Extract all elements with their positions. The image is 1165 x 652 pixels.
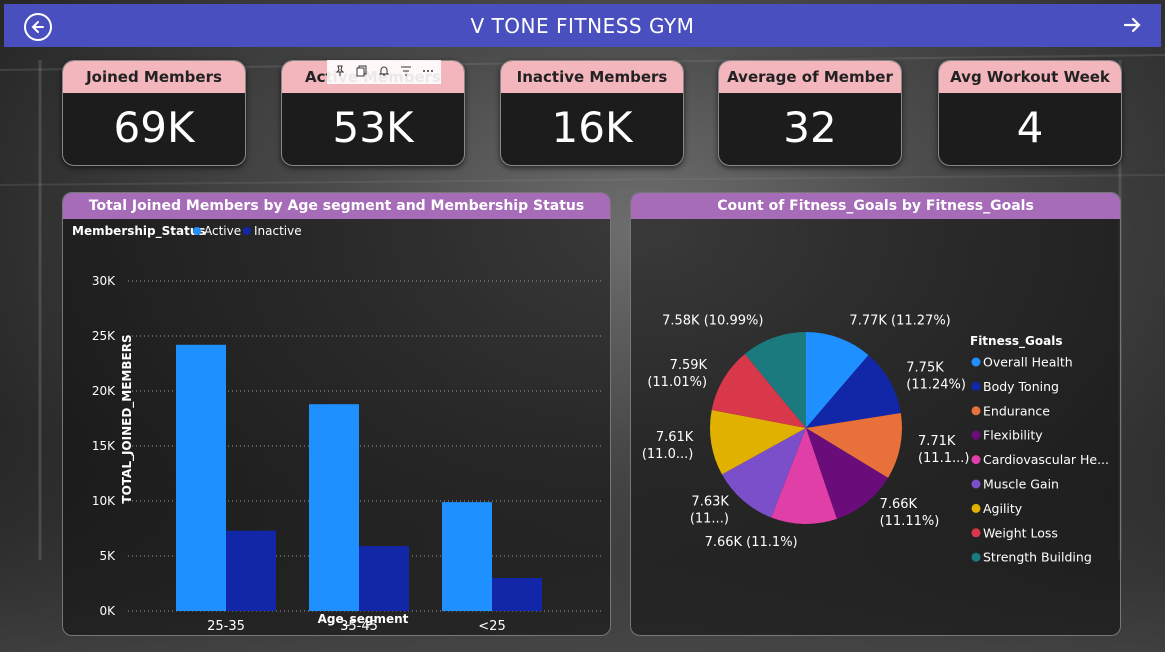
- pie-data-label: 7.66K: [880, 497, 918, 512]
- pie-data-label: 7.61K: [656, 430, 694, 445]
- pie-data-label: 7.59K: [670, 358, 708, 373]
- kpi-label: Avg Workout Week: [939, 61, 1121, 93]
- pie-data-label: 7.66K (11.1%): [705, 535, 798, 550]
- legend-marker: [971, 479, 981, 489]
- page-title: V TONE FITNESS GYM: [470, 13, 695, 38]
- arrow-right-icon: [1123, 17, 1141, 33]
- arrow-left-icon: [31, 21, 44, 33]
- y-tick-label: 0K: [99, 604, 116, 618]
- pie-slice-cardiovascular-he-[interactable]: [771, 428, 837, 524]
- pie-slice-agility[interactable]: [710, 410, 806, 475]
- bar-active-25-35[interactable]: [176, 344, 226, 611]
- pie-data-label: 7.63K: [691, 494, 729, 509]
- legend-marker: [971, 430, 981, 440]
- bell-icon[interactable]: [374, 61, 394, 81]
- kpi-card-average-member[interactable]: Average of Member 32: [718, 60, 902, 166]
- kpi-value: 69K: [113, 103, 195, 152]
- legend-item[interactable]: Overall Health: [983, 355, 1073, 370]
- legend-item[interactable]: Agility: [983, 501, 1023, 516]
- legend-item[interactable]: Muscle Gain: [983, 477, 1059, 492]
- legend-marker: [971, 455, 981, 465]
- copy-icon[interactable]: [352, 61, 372, 81]
- pie-data-label: 7.71K: [918, 434, 956, 449]
- kpi-label: Joined Members: [63, 61, 245, 93]
- kpi-value: 32: [783, 103, 837, 152]
- bar-legend-title: Membership_Status: [72, 224, 206, 239]
- bar-inactive-25-35[interactable]: [226, 530, 276, 611]
- y-tick-label: 5K: [99, 549, 116, 563]
- bar-chart: Membership_Status Active Inactive 0K 5K 10…: [72, 224, 603, 634]
- bar-active-<25[interactable]: [442, 502, 492, 611]
- y-tick-label: 30K: [92, 274, 116, 288]
- y-axis-title: TOTAL_JOINED_MEMBERS: [120, 334, 135, 503]
- kpi-value: 53K: [332, 103, 414, 152]
- kpi-card-inactive-members[interactable]: Inactive Members 16K: [500, 60, 684, 166]
- pie-data-label: 7.75K: [906, 360, 944, 375]
- y-tick-label: 20K: [92, 384, 116, 398]
- legend-item[interactable]: Endurance: [983, 403, 1050, 418]
- next-button[interactable]: [1117, 10, 1147, 40]
- bar-active-35-45[interactable]: [309, 404, 359, 611]
- bar-chart-title: Total Joined Members by Age segment and …: [63, 193, 610, 219]
- pie-slice-weight-loss[interactable]: [711, 353, 806, 428]
- legend-marker-active: [193, 227, 201, 235]
- pie-slice-body-toning[interactable]: [806, 355, 901, 428]
- legend-item[interactable]: Weight Loss: [983, 525, 1058, 540]
- y-tick-label: 15K: [92, 439, 116, 453]
- kpi-value: 16K: [551, 103, 633, 152]
- pie-slice-flexibility[interactable]: [806, 428, 889, 519]
- legend-item[interactable]: Flexibility: [983, 428, 1043, 443]
- pie-data-label: (11.24%): [906, 377, 966, 392]
- legend-marker: [971, 381, 981, 391]
- more-options-icon[interactable]: [418, 61, 438, 81]
- pie-chart-title: Count of Fitness_Goals by Fitness_Goals: [631, 193, 1120, 219]
- legend-label-inactive[interactable]: Inactive: [254, 224, 302, 238]
- visual-toolbar: [327, 60, 441, 84]
- bar-chart-panel[interactable]: Total Joined Members by Age segment and …: [62, 192, 611, 636]
- filter-icon[interactable]: [396, 61, 416, 81]
- legend-marker: [971, 552, 981, 562]
- kpi-card-joined-members[interactable]: Joined Members 69K: [62, 60, 246, 166]
- pie-slice-overall-health[interactable]: [806, 332, 869, 428]
- pie-chart-panel[interactable]: Count of Fitness_Goals by Fitness_Goals …: [630, 192, 1121, 636]
- kpi-value: 4: [1016, 103, 1044, 152]
- legend-item[interactable]: Strength Building: [983, 550, 1092, 565]
- pin-icon[interactable]: [330, 61, 350, 81]
- x-tick-label: <25: [478, 619, 505, 633]
- legend-marker: [971, 503, 981, 513]
- legend-label-active[interactable]: Active: [204, 224, 241, 238]
- legend-marker: [971, 406, 981, 416]
- pie-data-label: (11.0...): [642, 447, 694, 462]
- header-bar: V TONE FITNESS GYM: [4, 4, 1161, 47]
- pie-slice-muscle-gain[interactable]: [721, 428, 806, 518]
- pie-data-label: 7.77K (11.27%): [849, 314, 950, 329]
- x-tick-label: 35-45: [340, 619, 378, 633]
- legend-marker-inactive: [243, 227, 251, 235]
- pie-data-label: (11.1...): [918, 451, 970, 466]
- legend-marker: [971, 357, 981, 367]
- x-tick-label: 25-35: [207, 619, 245, 633]
- legend-item[interactable]: Body Toning: [983, 379, 1059, 394]
- pie-slice-endurance[interactable]: [806, 413, 902, 478]
- x-axis-title: Age_segment: [318, 612, 409, 627]
- kpi-label: Average of Member: [719, 61, 901, 93]
- y-tick-label: 10K: [92, 494, 116, 508]
- legend-marker: [971, 528, 981, 538]
- pie-data-label: (11...): [690, 511, 729, 526]
- y-tick-label: 25K: [92, 329, 116, 343]
- bar-inactive-35-45[interactable]: [359, 546, 409, 611]
- kpi-card-avg-workout-week[interactable]: Avg Workout Week 4: [938, 60, 1122, 166]
- pie-legend-title: Fitness_Goals: [970, 334, 1062, 349]
- kpi-label: Inactive Members: [501, 61, 683, 93]
- pie-data-label: (11.01%): [647, 375, 707, 390]
- pie-slice-strength-building[interactable]: [744, 332, 806, 428]
- pie-data-label: (11.11%): [880, 514, 940, 529]
- pie-chart: 7.77K (11.27%) 7.75K (11.24%) 7.71K (11.1...…: [642, 313, 1109, 565]
- bar-inactive-<25[interactable]: [492, 578, 542, 611]
- back-button[interactable]: [24, 13, 52, 41]
- legend-item[interactable]: Cardiovascular He...: [983, 452, 1109, 467]
- pie-data-label: 7.58K (10.99%): [662, 313, 763, 328]
